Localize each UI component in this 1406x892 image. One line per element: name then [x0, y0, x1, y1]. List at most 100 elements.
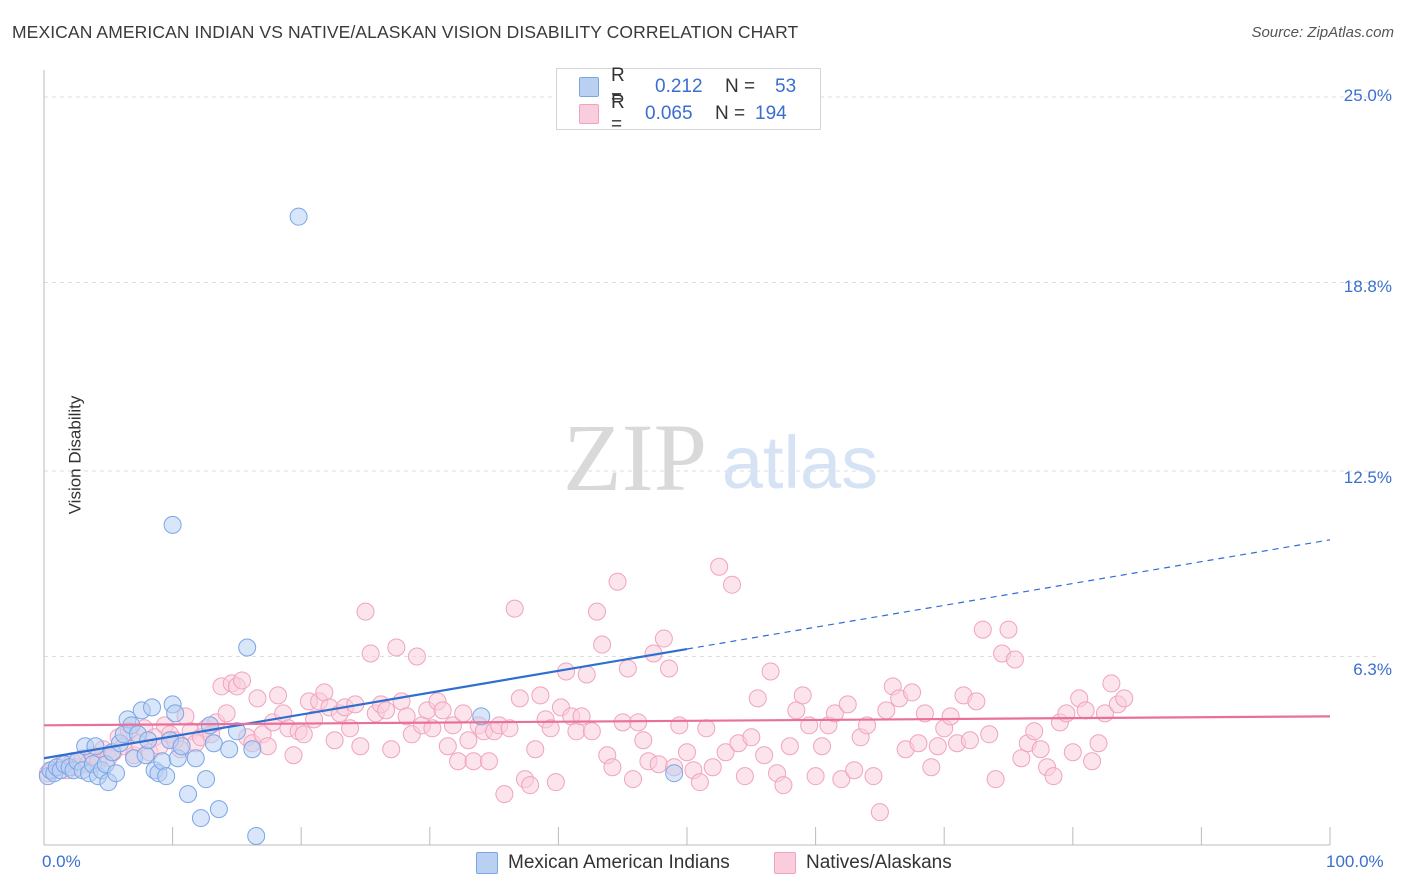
- data-point: [665, 764, 684, 783]
- data-point: [1005, 650, 1024, 669]
- data-point: [858, 716, 877, 735]
- legend-n-label: N =: [715, 103, 746, 124]
- legend-n-label: N =: [725, 76, 756, 97]
- data-point: [397, 707, 416, 726]
- data-point: [438, 737, 457, 756]
- data-point: [1115, 689, 1134, 708]
- data-point: [423, 719, 442, 738]
- data-point: [967, 692, 986, 711]
- data-point: [806, 767, 825, 786]
- data-point: [107, 764, 126, 783]
- data-point: [1012, 749, 1031, 768]
- legend-swatch-pink: [774, 852, 796, 874]
- data-point: [209, 800, 228, 819]
- data-point: [495, 785, 514, 804]
- data-point: [922, 758, 941, 777]
- data-point: [735, 767, 754, 786]
- data-point: [593, 635, 612, 654]
- data-point: [505, 599, 524, 618]
- data-point: [86, 737, 105, 756]
- legend-n-value: 53: [775, 76, 797, 97]
- y-tick-label: 18.8%: [1343, 277, 1392, 296]
- watermark-zip: ZIP: [563, 404, 707, 511]
- legend-swatch-blue: [476, 852, 498, 874]
- data-point: [690, 773, 709, 792]
- data-point: [387, 638, 406, 657]
- grid-lines: [44, 96, 1380, 658]
- data-point: [774, 776, 793, 795]
- data-point: [1083, 752, 1102, 771]
- data-point: [703, 758, 722, 777]
- data-point: [204, 734, 223, 753]
- data-point: [986, 770, 1005, 789]
- data-point: [845, 761, 864, 780]
- data-point: [813, 737, 832, 756]
- data-point: [377, 701, 396, 720]
- series-legend: Mexican American Indians Natives/Alaskan…: [0, 852, 1406, 878]
- data-point: [1063, 743, 1082, 762]
- y-tick-label: 6.3%: [1353, 660, 1392, 679]
- data-point: [356, 602, 375, 621]
- data-point: [526, 740, 545, 759]
- data-point: [269, 686, 288, 705]
- data-point: [787, 701, 806, 720]
- x-tick-label: 100.0%: [1326, 852, 1384, 871]
- data-point: [1044, 767, 1063, 786]
- data-point: [157, 767, 176, 786]
- data-point: [479, 752, 498, 771]
- legend-item-natives-alaskans[interactable]: Natives/Alaskans: [774, 852, 952, 874]
- trend-lines: [43, 539, 1331, 760]
- correlation-legend: R = 0.212 N = 53 R = 0.065 N = 194: [556, 65, 821, 135]
- data-point: [546, 773, 565, 792]
- data-point: [567, 722, 586, 741]
- data-point: [233, 671, 252, 690]
- data-point: [531, 686, 550, 705]
- trend-line-projection: [686, 539, 1331, 650]
- data-point: [587, 602, 606, 621]
- legend-item-mexican-american-indians[interactable]: Mexican American Indians: [476, 852, 730, 874]
- data-point: [351, 737, 370, 756]
- data-point: [407, 647, 426, 666]
- data-point: [742, 728, 761, 747]
- data-point: [238, 638, 257, 657]
- data-point: [1076, 701, 1095, 720]
- data-point: [294, 725, 313, 744]
- data-point: [870, 803, 889, 822]
- legend-r-value: 0.065: [645, 103, 693, 124]
- axes: [43, 70, 1331, 846]
- data-point: [248, 689, 267, 708]
- data-point: [1102, 674, 1121, 693]
- data-point: [454, 704, 473, 723]
- data-point: [284, 746, 303, 765]
- data-point: [220, 740, 239, 759]
- data-point: [941, 707, 960, 726]
- data-point: [577, 665, 596, 684]
- data-point: [670, 716, 689, 735]
- data-point: [649, 755, 668, 774]
- data-point: [449, 752, 468, 771]
- data-point: [166, 704, 185, 723]
- data-point: [472, 707, 491, 726]
- data-point: [832, 770, 851, 789]
- data-point: [999, 620, 1018, 639]
- data-point: [541, 719, 560, 738]
- y-axis-label: Vision Disability: [65, 395, 85, 515]
- watermark: ZIP atlas: [563, 404, 878, 511]
- data-point: [928, 737, 947, 756]
- legend-label: Mexican American Indians: [508, 852, 730, 873]
- legend-row-blue: R = 0.212 N = 53: [579, 65, 797, 108]
- data-point: [1089, 734, 1108, 753]
- data-point: [755, 746, 774, 765]
- data-point: [217, 704, 236, 723]
- data-point: [838, 695, 857, 714]
- data-point: [723, 575, 742, 594]
- data-point: [289, 207, 308, 226]
- legend-row-pink: R = 0.065 N = 194: [579, 92, 787, 135]
- data-point: [179, 785, 198, 804]
- data-point: [960, 731, 979, 750]
- data-point: [877, 701, 896, 720]
- legend-label: Natives/Alaskans: [806, 852, 952, 873]
- data-point: [634, 731, 653, 750]
- data-point: [1025, 722, 1044, 741]
- data-point: [678, 743, 696, 762]
